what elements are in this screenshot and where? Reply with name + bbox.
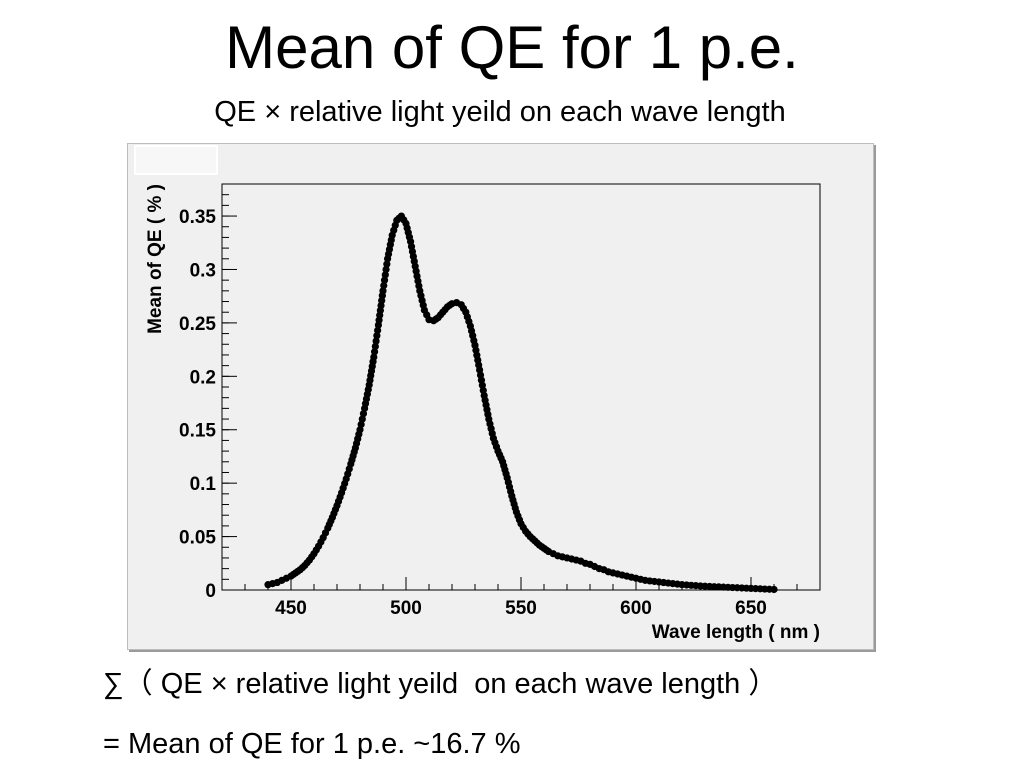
y-tick-label: 0.25	[179, 314, 216, 335]
data-point	[372, 337, 380, 345]
data-point	[380, 276, 389, 284]
data-point	[371, 342, 379, 350]
y-tick-label: 0.3	[190, 260, 216, 281]
x-tick-label: 500	[390, 598, 422, 619]
data-point	[380, 281, 388, 290]
y-tick-label: 0.2	[190, 367, 216, 388]
data-point	[373, 332, 381, 340]
data-point	[382, 265, 390, 274]
y-axis-label: Mean of QE ( % )	[145, 184, 166, 334]
y-tick-label: 0.05	[179, 528, 216, 549]
chart-stats-box	[134, 145, 218, 175]
x-tick-label: 550	[505, 598, 537, 619]
data-point	[359, 410, 368, 418]
data-point	[374, 326, 382, 334]
y-tick-label: 0.35	[179, 207, 216, 228]
x-tick-label: 650	[735, 598, 767, 619]
y-tick-label: 0.15	[179, 421, 216, 442]
slide-subtitle: QE × relative light yeild on each wave l…	[214, 96, 786, 128]
data-point	[370, 353, 378, 361]
data-point	[356, 426, 364, 434]
data-point	[357, 420, 365, 428]
y-tick-label: 0	[205, 581, 216, 602]
y-tick-label: 0.1	[190, 474, 217, 495]
x-tick-label: 600	[620, 598, 652, 619]
result-line: = Mean of QE for 1 p.e. ~16.7 %	[103, 728, 521, 760]
qe-scatter-chart: 450 500 550 600 650 0 0.05 0.1 0.15 0.2 0.25 0.3 0.3…	[134, 145, 821, 643]
x-tick-label: 450	[275, 598, 307, 619]
points-layer	[264, 212, 778, 594]
sum-formula-line: ∑（ QE × relative light yeild on each wav…	[103, 668, 778, 700]
data-point	[358, 415, 366, 423]
data-point	[770, 585, 778, 594]
data-point	[383, 260, 391, 268]
chart-frame: 450 500 550 600 650 0 0.05 0.1 0.15 0.2 0.25 0.3 0.3…	[127, 143, 874, 650]
slide-title: Mean of QE for 1 p.e.	[225, 14, 799, 81]
data-point	[381, 271, 389, 279]
data-point	[370, 348, 379, 356]
data-point	[379, 287, 387, 295]
x-axis-label: Wave length ( nm )	[652, 622, 820, 643]
axes-layer: 450 500 550 600 650 0 0.05 0.1 0.15 0.2 0.25 0.3 0.3…	[179, 183, 821, 619]
